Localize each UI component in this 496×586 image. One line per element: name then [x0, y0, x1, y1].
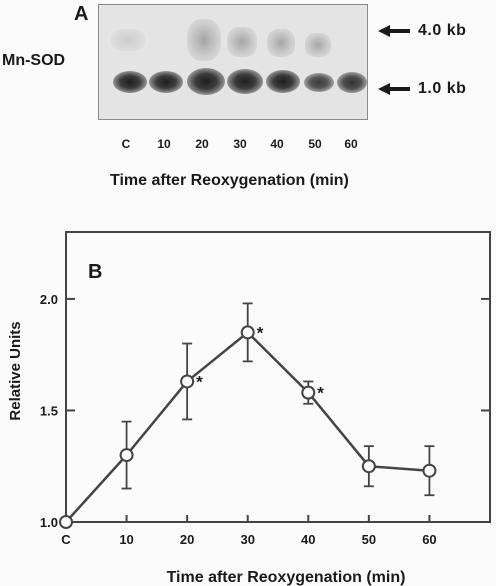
x-tick-label: C	[61, 532, 71, 547]
lane-label: 40	[270, 137, 284, 151]
lane-label: 50	[308, 137, 322, 151]
plot-frame	[65, 231, 491, 523]
arrow-left-icon	[378, 25, 410, 37]
x-tick-label: 20	[180, 532, 194, 547]
panel-b-letter: B	[88, 261, 102, 283]
data-point	[119, 448, 134, 463]
y-tick-label: 1.0	[40, 515, 58, 530]
y-axis-label: Relative Units	[7, 321, 24, 420]
x-tick-label: 30	[240, 532, 254, 547]
lane-label: 30	[233, 137, 247, 151]
x-axis-label: Time after Reoxygenation (min)	[167, 569, 406, 586]
data-point	[422, 463, 437, 478]
data-point	[301, 385, 316, 400]
blot-image	[98, 4, 368, 120]
line-chart: B 1.0 1.5 2.0 C 10 20 30 40 50 60 Time after Reoxyg…	[7, 231, 491, 586]
panel-b-chart: B 1.0 1.5 2.0 C 10 20 30 40 50 60 Time after Reoxyg…	[0, 216, 496, 586]
data-point	[180, 374, 195, 389]
x-tick-label: 40	[301, 532, 315, 547]
significance-asterisk: *	[317, 384, 324, 403]
x-tick-label: 60	[422, 532, 436, 547]
arrow-left-icon	[378, 83, 410, 95]
data-point	[240, 325, 255, 340]
y-tick-label: 2.0	[40, 292, 58, 307]
x-tick-label: 50	[362, 532, 376, 547]
x-tick-label: 10	[119, 532, 133, 547]
significance-asterisk: *	[257, 323, 264, 342]
marker-4kb: 4.0 kb	[378, 22, 466, 40]
panel-a-letter: A	[74, 3, 89, 25]
marker-label: 4.0 kb	[418, 22, 467, 39]
y-tick-label: 1.5	[40, 403, 58, 418]
data-point	[59, 515, 73, 529]
marker-label: 1.0 kb	[418, 80, 467, 97]
panel-a-northern-blot: A Mn-SOD 4.0 kb 1.0 kb C 10 20 30 40 50 …	[0, 0, 496, 200]
panel-a-x-title: Time after Reoxygenation (min)	[110, 172, 349, 189]
lane-label: C	[121, 137, 131, 151]
significance-asterisk: *	[196, 372, 203, 391]
marker-1kb: 1.0 kb	[378, 80, 466, 98]
lane-label: 20	[195, 137, 209, 151]
lane-label: 60	[344, 137, 358, 151]
gene-label: Mn-SOD	[2, 52, 66, 69]
data-point	[361, 459, 376, 474]
lane-label: 10	[157, 137, 171, 151]
